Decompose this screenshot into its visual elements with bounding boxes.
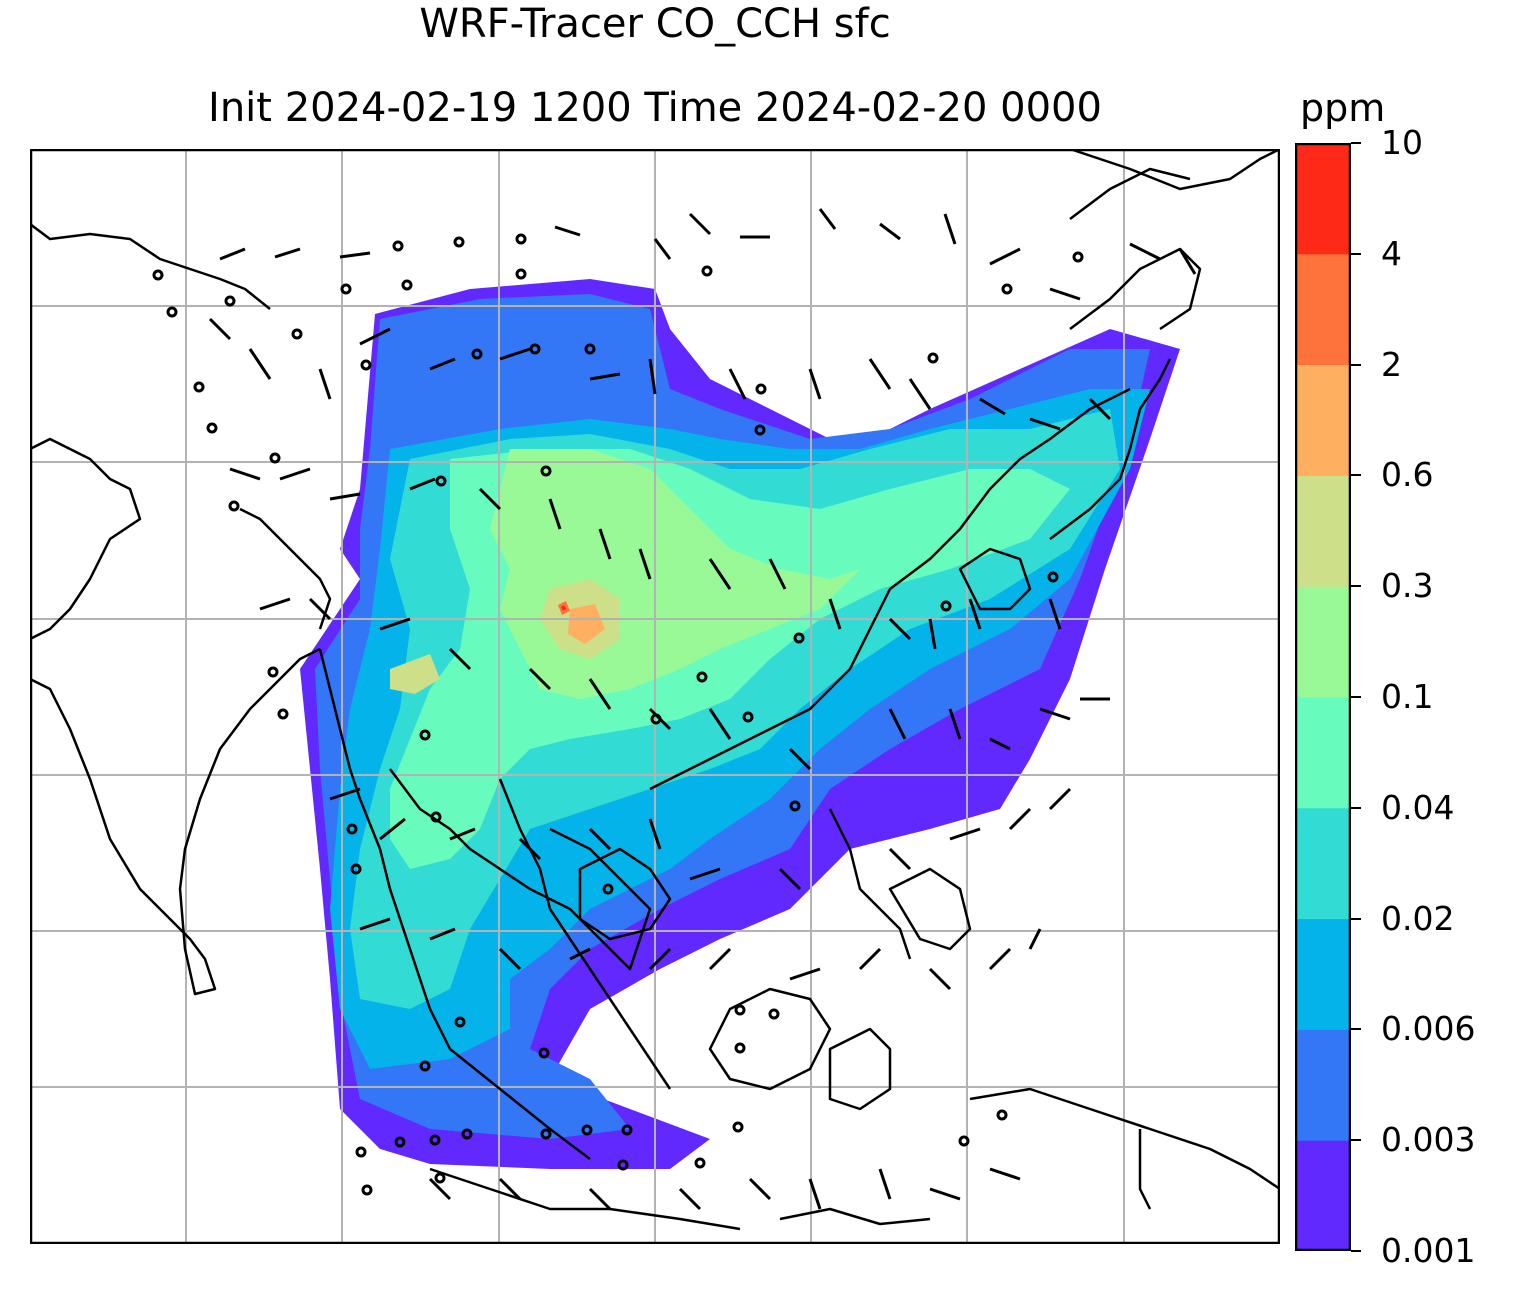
colorbar-tick-label: 0.04 [1381, 787, 1455, 827]
colorbar-tick [1351, 696, 1361, 698]
title-line-2: Init 2024-02-19 1200 Time 2024-02-20 000… [208, 85, 1102, 131]
colorbar-tick-label: 0.02 [1381, 898, 1455, 938]
colorbar-tick [1351, 806, 1361, 809]
colorbar-swatch [1295, 253, 1351, 366]
colorbar-tick-label: 0.1 [1381, 677, 1434, 716]
colorbar-swatch [1295, 143, 1351, 255]
colorbar-tick [1351, 1028, 1361, 1031]
colorbar-tick [1351, 1250, 1361, 1252]
colorbar-tick-label: 0.6 [1381, 455, 1434, 495]
colorbar-tick [1351, 252, 1361, 255]
colorbar-tick-label: 0.003 [1381, 1120, 1476, 1160]
colorbar-tick-label: 4 [1381, 233, 1402, 273]
colorbar-tick [1351, 1139, 1361, 1142]
colorbar-swatch [1295, 1140, 1351, 1251]
colorbar-tick-label: 0.3 [1381, 566, 1434, 606]
colorbar-swatch [1295, 586, 1351, 698]
colorbar-tick [1351, 917, 1361, 920]
colorbar-swatch [1295, 918, 1351, 1030]
colorbar-unit: ppm [1300, 86, 1386, 130]
concentration-field [300, 279, 1180, 1169]
colorbar-tick-label: 10 [1381, 123, 1423, 162]
colorbar-tick [1351, 585, 1361, 588]
wind-barbs [208, 208, 1197, 1211]
title-line-1: WRF-Tracer CO_CCH sfc [419, 1, 891, 47]
colorbar-swatch [1295, 475, 1351, 587]
coastlines [30, 149, 1280, 1231]
colorbar-tick [1351, 142, 1361, 144]
colorbar-tick [1351, 363, 1361, 366]
map-gridlines [30, 149, 1280, 1244]
colorbar-tick-label: 0.006 [1381, 1009, 1476, 1049]
colorbar-tick-label: 2 [1381, 344, 1402, 384]
colorbar-tick [1351, 474, 1361, 477]
map-border [30, 149, 1280, 1244]
colorbar-swatch [1295, 364, 1351, 476]
colorbar-swatch [1295, 1029, 1351, 1141]
map-panel [30, 149, 1280, 1244]
colorbar-swatch [1295, 697, 1351, 809]
colorbar-swatch [1295, 807, 1351, 920]
colorbar-tick-label: 0.001 [1381, 1231, 1476, 1270]
colorbar [1295, 143, 1351, 1251]
calm-wind-circles [152, 233, 1084, 1196]
